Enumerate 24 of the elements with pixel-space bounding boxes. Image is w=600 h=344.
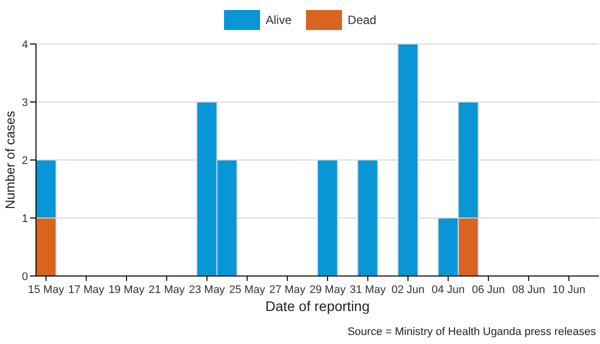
x-tick-label: 21 May [148,284,186,296]
x-tick-label: 19 May [108,284,146,296]
x-tick-label: 31 May [350,284,386,296]
x-tick-label: 25 May [229,284,266,296]
x-tick-label: 17 May [68,284,105,296]
x-tick-label: 15 May [28,284,65,296]
x-tick-label: 23 May [188,284,226,296]
x-tick-label: 29 May [310,284,346,296]
y-axis-title: Number of cases [2,110,18,210]
y-tick-label: 0 [22,270,28,283]
x-tick-label: 06 Jun [472,284,505,296]
x-tick-label: 08 Jun [512,284,546,296]
y-tick-label: 3 [22,96,28,109]
x-tick-label: 10 Jun [552,284,586,296]
y-tick-label: 2 [22,154,28,167]
x-tick-label: 04 Jun [432,284,465,296]
x-tick-label: 27 May [269,284,306,296]
x-axis-title: Date of reporting [265,298,370,314]
source-note: Source = Ministry of Health Uganda press releases [347,326,596,338]
legend-label: Alive [266,13,292,27]
x-tick-label: 02 Jun [391,284,424,296]
y-tick-label: 4 [22,38,28,51]
y-tick-label: 1 [22,212,28,225]
legend-label: Dead [348,13,376,27]
